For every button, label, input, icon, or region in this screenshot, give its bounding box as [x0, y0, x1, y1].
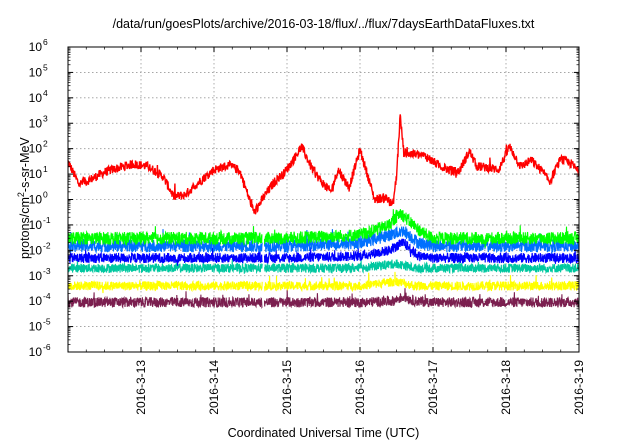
series-line-0	[67, 114, 580, 215]
y-axis-label: protons/cm2-s-sr-MeV	[15, 137, 33, 259]
x-tick-label: 2016-3-16	[353, 360, 367, 415]
x-tick-label: 2016-3-19	[572, 360, 586, 415]
x-tick-label: 2016-3-17	[426, 360, 440, 415]
y-tick-label: 10	[29, 345, 43, 359]
series-line-3	[67, 257, 580, 275]
series-lines	[67, 114, 580, 310]
x-tick-label: 2016-3-14	[207, 360, 221, 415]
x-tick-label: 2016-3-13	[134, 360, 148, 415]
y-tick-label-exponent: 1	[43, 164, 48, 174]
y-tick-label: 10	[29, 320, 43, 334]
x-axis-ticks: 2016-3-13 2016-3-14 2016-3-15 2016-3-16 2016…	[85, 47, 586, 415]
y-tick-label-exponent: 3	[43, 113, 48, 123]
y-tick-label: 10	[29, 142, 43, 156]
y-tick-label: 10	[29, 218, 43, 232]
series-line-2	[67, 271, 580, 294]
series-line-6	[67, 209, 580, 248]
series-line-4	[67, 238, 580, 266]
y-tick-label-exponent: 0	[43, 190, 48, 200]
x-tick-label: 2016-3-18	[499, 360, 513, 415]
y-tick-label: 10	[29, 243, 43, 257]
y-tick-label-exponent: 6	[43, 37, 48, 47]
y-tick-label-exponent: 5	[43, 62, 48, 72]
y-tick-label: 10	[29, 193, 43, 207]
y-tick-label-exponent: -1	[43, 215, 51, 225]
y-tick-label: 10	[29, 269, 43, 283]
y-tick-label: 10	[29, 91, 43, 105]
y-tick-label-exponent: -2	[43, 240, 51, 250]
x-axis-label: Coordinated Universal Time (UTC)	[227, 426, 420, 440]
x-tick-label: 2016-3-15	[280, 360, 294, 415]
series-line-1	[67, 288, 580, 310]
y-tick-label: 10	[29, 167, 43, 181]
chart-title: /data/run/goesPlots/archive/2016-03-18/f…	[112, 17, 535, 31]
y-tick-label: 10	[29, 40, 43, 54]
y-tick-label: 10	[29, 65, 43, 79]
y-tick-label: 10	[29, 116, 43, 130]
y-tick-label-exponent: 4	[43, 88, 48, 98]
y-axis-ticks: 10 -610 -510 -410 -310 -210 -110 010 110 210 310 41…	[29, 37, 579, 359]
y-tick-label: 10	[29, 294, 43, 308]
y-tick-label-exponent: -3	[43, 266, 51, 276]
y-tick-label-exponent: -5	[43, 317, 51, 327]
y-tick-label-exponent: -4	[43, 291, 51, 301]
y-tick-label-exponent: 2	[43, 139, 48, 149]
y-tick-label-exponent: -6	[43, 342, 51, 352]
plot-frame	[67, 46, 580, 353]
